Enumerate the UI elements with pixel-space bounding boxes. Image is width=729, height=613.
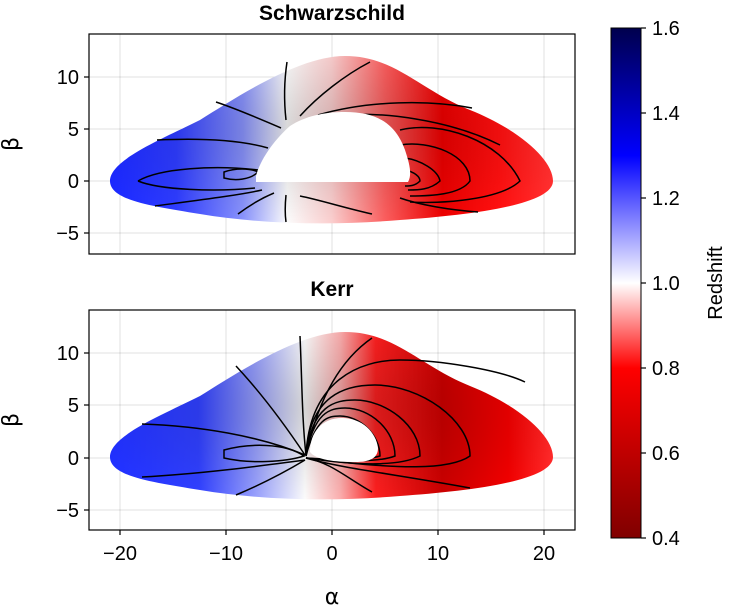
y-tick-label: −5 [56,500,79,522]
contour-line [154,189,263,207]
contour-line [404,157,441,191]
shadow-region [256,112,411,182]
panel-kerr: Kerr [0,278,576,610]
y-ticks: −5 0 5 10 [56,67,89,245]
contour-line [305,359,526,456]
contour-line [235,459,306,496]
disk-shading [110,332,553,500]
contour-line [235,365,306,456]
contour-line [223,444,306,463]
colorbar: 0.4 0.6 0.8 1.0 1.2 1.4 1.6 Redshift [610,18,727,550]
colorbar-tick-label: 1.2 [652,188,680,210]
y-tick-label: 5 [68,119,79,141]
y-tick-label: 0 [68,171,79,193]
colorbar-tick-label: 0.8 [652,358,680,380]
y-tick-label: 5 [68,395,79,417]
contour-line [305,399,421,465]
contour-line [404,169,421,187]
x-tick-label: 20 [533,543,555,565]
contour-line [284,194,287,223]
contour-line [299,335,307,456]
y-ticks: −5 0 5 10 [56,343,89,522]
contour-line [399,197,479,213]
y-tick-label: 10 [57,67,79,89]
colorbar-tick-label: 1.4 [652,103,680,125]
contour-line [299,195,373,215]
contour-line [283,61,288,121]
y-tick-label: −5 [56,223,79,245]
shadow-region [310,418,378,462]
y-tick-label: 10 [57,343,79,365]
x-axis-label: α [325,585,340,610]
colorbar-tick-label: 1.0 [652,273,680,295]
heatmap-disk [110,332,553,500]
colorbar-tick-label: 0.4 [652,528,680,550]
panel-schwarzschild: Schwarzschild [0,2,576,255]
y-axis-label: β [0,137,24,151]
colorbar-ticks: 0.4 0.6 0.8 1.0 1.2 1.4 1.6 [641,18,680,550]
contour-line [399,126,521,204]
y-axis-label: β [0,413,24,427]
colorbar-label: Redshift [705,246,727,320]
colorbar-gradient [610,27,642,539]
y-tick-label: 0 [68,448,79,470]
contour-line [141,459,306,478]
panel-title: Kerr [310,278,353,301]
panel-title: Schwarzschild [259,2,405,25]
x-tick-label: −10 [209,543,243,565]
colorbar-tick-label: 0.6 [652,443,680,465]
contour-line [299,61,371,117]
contour-line [137,180,256,191]
x-tick-label: 0 [326,543,337,565]
contour-line [305,457,471,489]
contour-line [237,192,275,215]
x-tick-label: 10 [427,543,449,565]
heatmap-disk [110,56,553,224]
x-tick-label: −20 [103,543,137,565]
contour-line [305,384,471,468]
contour-line [317,101,473,116]
plot-frame [88,33,576,255]
contour-line [156,138,269,149]
contour-line [215,101,282,129]
x-ticks: −20 −10 0 10 20 [103,530,555,565]
contour-line [399,143,471,197]
colorbar-tick-label: 1.6 [652,18,680,40]
